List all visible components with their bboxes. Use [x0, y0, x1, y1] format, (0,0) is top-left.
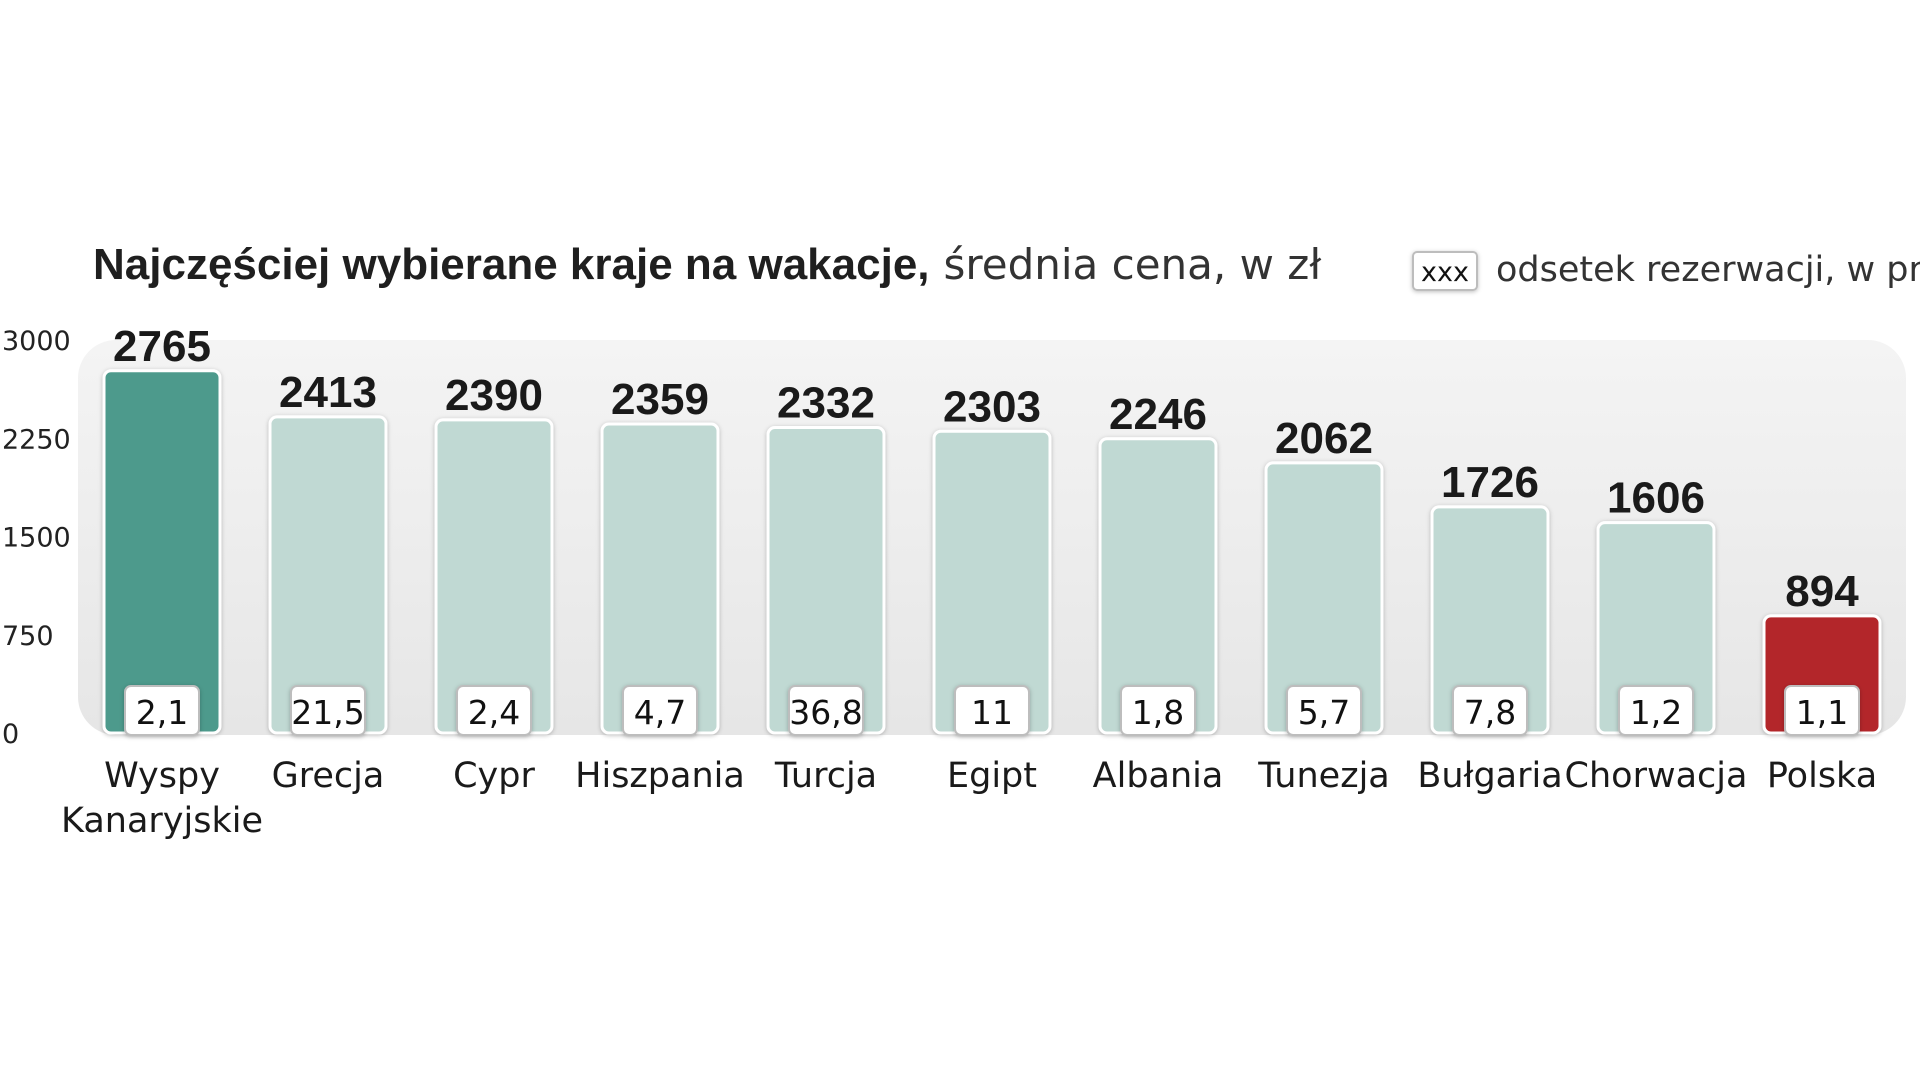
bar-value-label: 1606	[1607, 474, 1705, 523]
booking-share-label: 2,1	[136, 693, 188, 732]
booking-share-label: 1,1	[1796, 693, 1848, 732]
bar-value-label: 2332	[777, 379, 875, 428]
chart-subtitle: średnia cena, w zł	[944, 240, 1322, 289]
y-tick-label: 750	[2, 621, 54, 652]
bar-value-label: 894	[1785, 567, 1859, 616]
category-label: Polska	[1767, 756, 1877, 796]
booking-share-box	[456, 685, 532, 736]
legend-box-label: xxx	[1421, 257, 1469, 288]
bar-value-label: 1726	[1441, 458, 1539, 507]
booking-share-label: 11	[971, 693, 1013, 732]
legend: xxx odsetek rezerwacji, w proc.	[1412, 250, 1920, 291]
chart-title: Najczęściej wybierane kraje na wakacje, …	[93, 240, 1321, 289]
bar	[102, 369, 222, 735]
bar-value-label: 2359	[611, 375, 709, 424]
booking-share-label: 21,5	[291, 693, 364, 732]
booking-share-box	[1452, 685, 1528, 736]
bar-value-label: 2246	[1109, 390, 1207, 439]
booking-share-box	[788, 685, 864, 736]
category-label: Albania	[1093, 756, 1224, 796]
bar-value-label: 2765	[113, 322, 211, 371]
legend-text: odsetek rezerwacji, w proc.	[1496, 250, 1920, 290]
category-label: Tunezja	[1257, 756, 1390, 796]
y-tick-label: 3000	[2, 326, 71, 357]
category-label: Cypr	[453, 756, 535, 796]
y-axis: 0 750 1500 2250 3000	[2, 326, 71, 750]
booking-share-box	[622, 685, 698, 736]
booking-share-box	[290, 685, 366, 736]
category-label: Wyspy	[104, 756, 220, 796]
category-label: Egipt	[947, 756, 1037, 796]
booking-share-label: 4,7	[634, 693, 686, 732]
y-tick-label: 0	[2, 719, 19, 750]
booking-share-label: 1,8	[1132, 693, 1184, 732]
bar-value-label: 2390	[445, 371, 543, 420]
booking-share-label: 5,7	[1298, 693, 1350, 732]
legend-box	[1412, 251, 1478, 291]
category-label: Chorwacja	[1565, 756, 1748, 796]
category-label: Hiszpania	[575, 756, 745, 796]
booking-share-label: 36,8	[789, 693, 862, 732]
booking-share-box	[124, 685, 200, 736]
chart-title-main: Najczęściej wybierane kraje na wakacje,	[93, 240, 930, 289]
bars: 2765 2,1 Wyspy Kanaryjskie 2413 21,5 Grecja 239…	[61, 322, 1882, 841]
category-label: Grecja	[272, 756, 385, 796]
booking-share-box	[1784, 685, 1860, 736]
category-label: Turcja	[774, 756, 877, 796]
category-label: Bułgaria	[1417, 756, 1562, 796]
y-tick-label: 1500	[2, 523, 71, 554]
bar-value-label: 2413	[279, 368, 377, 417]
booking-share-label: 2,4	[468, 693, 520, 732]
booking-share-box	[1120, 685, 1196, 736]
booking-share-label: 7,8	[1464, 693, 1516, 732]
bar-value-label: 2303	[943, 382, 1041, 431]
category-label: Kanaryjskie	[61, 801, 263, 841]
bar-value-label: 2062	[1275, 414, 1373, 463]
booking-share-label: 1,2	[1630, 693, 1682, 732]
booking-share-box	[1286, 685, 1362, 736]
booking-share-box	[954, 685, 1030, 736]
booking-share-box	[1618, 685, 1694, 736]
y-tick-label: 2250	[2, 424, 71, 455]
